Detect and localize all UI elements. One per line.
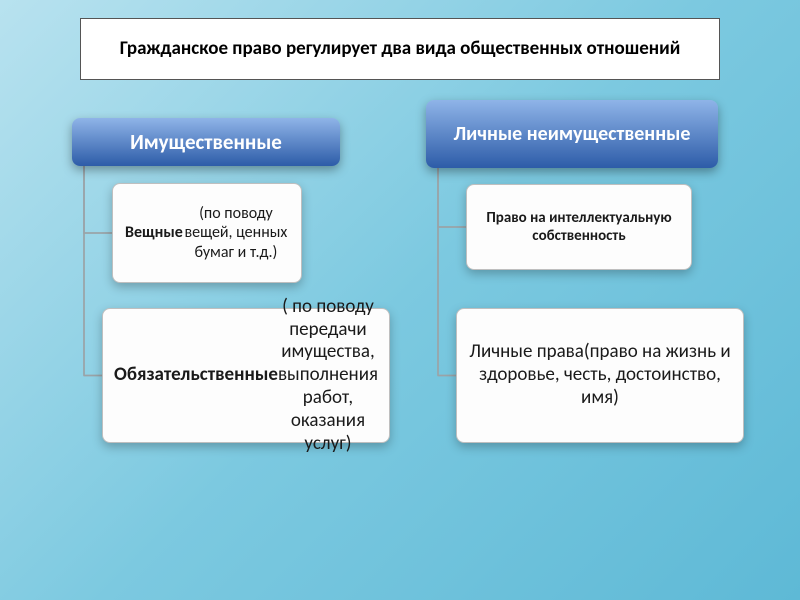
node-ip-rights: Право на интеллектуальную собственность <box>466 184 692 270</box>
category-header-property: Имущественные <box>72 118 340 166</box>
category-header-personal: Личные неимущественные <box>426 100 718 168</box>
diagram-title: Гражданское право регулирует два вида об… <box>80 18 720 80</box>
node-obligations: Обязательственные( по поводу передачи им… <box>102 308 390 443</box>
node-personal-rights: Личные права(право на жизнь и здоровье, … <box>456 308 744 443</box>
node-real-rights: Вещные (по поводу вещей, ценных бумаг и … <box>112 183 302 283</box>
diagram-content: Гражданское право регулирует два вида об… <box>0 0 800 600</box>
